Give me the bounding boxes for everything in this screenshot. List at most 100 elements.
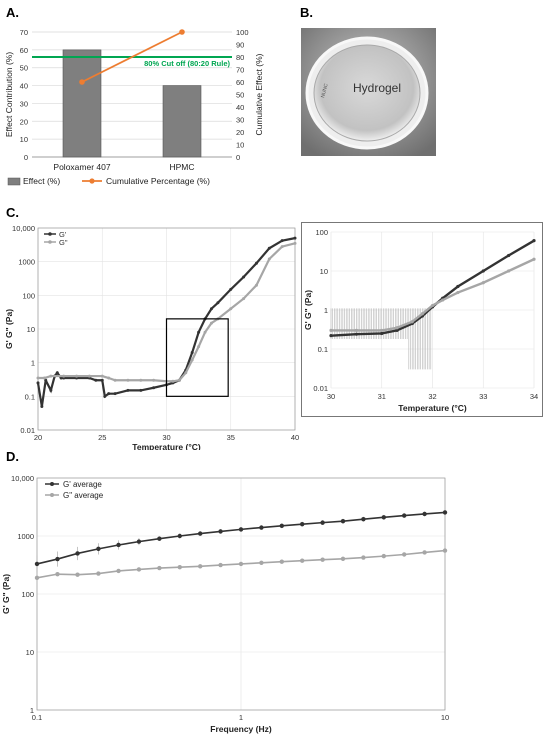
- y-tick-label: 10,000: [11, 474, 34, 483]
- hydrogel-label: Hydrogel: [353, 81, 401, 95]
- legend-label: G" average: [63, 491, 104, 500]
- legend-marker: [48, 232, 52, 236]
- series-point: [254, 283, 258, 287]
- inset-series-point: [441, 298, 445, 302]
- series-point: [361, 555, 366, 560]
- y-tick-label: 10: [20, 135, 28, 144]
- y2-tick-label: 70: [236, 66, 244, 75]
- series-point: [442, 548, 448, 553]
- legend-label: G' average: [63, 480, 102, 489]
- y-axis-title: Effect Contribution (%): [4, 52, 14, 138]
- inset-series-point: [456, 284, 460, 289]
- series-point: [267, 257, 271, 261]
- y2-tick-label: 80: [236, 53, 244, 62]
- temperature-sweep-inset: 0.01 0.1 1 10 100 30 31 32 33 34 Temperature (°C) G…: [301, 222, 543, 417]
- series-point: [402, 513, 407, 518]
- y-tick-label: 70: [20, 28, 28, 37]
- series-point: [279, 559, 285, 564]
- series-point: [190, 358, 194, 362]
- panel-label-a: A.: [6, 5, 19, 20]
- inset-series-point: [395, 326, 399, 330]
- inset-series-point: [507, 253, 511, 258]
- series-point: [184, 371, 188, 375]
- series-point: [87, 374, 91, 378]
- series-point: [49, 388, 53, 392]
- inset-series-point: [380, 331, 384, 336]
- x-tick-label: 25: [98, 433, 106, 442]
- series-point: [157, 565, 162, 571]
- inset-x-axis-title: Temperature (°C): [398, 403, 467, 413]
- series-point: [36, 381, 40, 385]
- y2-tick-label: 60: [236, 78, 244, 87]
- inset-series-point: [481, 281, 485, 285]
- series-point: [442, 510, 448, 515]
- inset-series-point: [420, 312, 424, 316]
- y-tick-label: 100: [21, 590, 34, 599]
- x-tick-label: 32: [428, 392, 436, 401]
- hydrogel-photo: Hydrogel NUNC: [301, 28, 436, 156]
- series-point: [320, 520, 325, 525]
- legend-label-bar: Effect (%): [23, 176, 60, 186]
- series-point: [242, 297, 246, 301]
- series-point: [299, 521, 305, 527]
- series-point: [75, 572, 80, 577]
- y-tick-label: 1: [31, 359, 35, 368]
- series-point: [381, 553, 387, 559]
- legend-label: G": [59, 238, 68, 247]
- series-point: [229, 307, 233, 311]
- y2-tick-label: 20: [236, 128, 244, 137]
- series-point: [113, 378, 117, 382]
- series-point: [139, 388, 143, 392]
- y-tick-label: 10: [27, 325, 35, 334]
- series-point: [55, 556, 60, 562]
- x-tick-label: 35: [227, 433, 235, 442]
- y-tick-label: 60: [20, 46, 28, 55]
- series-point: [44, 378, 48, 382]
- legend-swatch-marker: [89, 178, 95, 184]
- legend-marker: [48, 240, 52, 244]
- petri-dish-interior: [313, 44, 421, 142]
- series-point: [197, 330, 201, 334]
- series-point: [171, 379, 175, 383]
- dish-rim-text: NUNC: [320, 83, 330, 99]
- series-point: [238, 561, 244, 567]
- inset-series-point: [481, 269, 485, 273]
- series-point: [55, 571, 60, 577]
- plot-frame: [36, 477, 446, 711]
- series-point: [113, 392, 117, 396]
- panel-label-c: C.: [6, 205, 19, 220]
- inset-series-point: [380, 328, 384, 332]
- x-tick-label: 31: [378, 392, 386, 401]
- inset-series-point: [395, 328, 399, 332]
- x-tick-label: 40: [291, 433, 299, 442]
- temperature-sweep-chart: 0.01 0.1 1 10 100 1000 10,000 20 25 30 35 40 G'G" Tem…: [4, 224, 299, 450]
- inset-series-point: [354, 328, 358, 332]
- series-point: [139, 378, 143, 382]
- series-point: [116, 542, 121, 548]
- series-point: [100, 374, 104, 378]
- inset-series-line-g-double-prime: [331, 258, 535, 332]
- series-point: [422, 550, 427, 555]
- series-point: [126, 388, 130, 392]
- series-point: [280, 239, 284, 243]
- series-point: [381, 515, 387, 520]
- y-tick-label: 0.01: [20, 426, 35, 435]
- y2-tick-label: 100: [236, 28, 249, 37]
- series-point: [136, 567, 142, 572]
- series-point: [242, 275, 246, 279]
- y-tick-label: 30: [20, 99, 28, 108]
- series-point: [157, 536, 162, 541]
- series-point: [177, 564, 182, 570]
- inset-series-point: [456, 290, 460, 295]
- series-point: [198, 531, 203, 536]
- bar-poloxamer-407: [62, 49, 102, 158]
- inset-series-point: [430, 303, 435, 308]
- series-point: [94, 378, 98, 382]
- series-point: [34, 561, 40, 567]
- series-point: [340, 556, 346, 561]
- series-point: [75, 551, 80, 556]
- y-tick-label: 20: [20, 117, 28, 126]
- x-tick-label: 34: [530, 392, 538, 401]
- series-point: [209, 307, 213, 311]
- legend-label-line: Cumulative Percentage (%): [106, 176, 210, 186]
